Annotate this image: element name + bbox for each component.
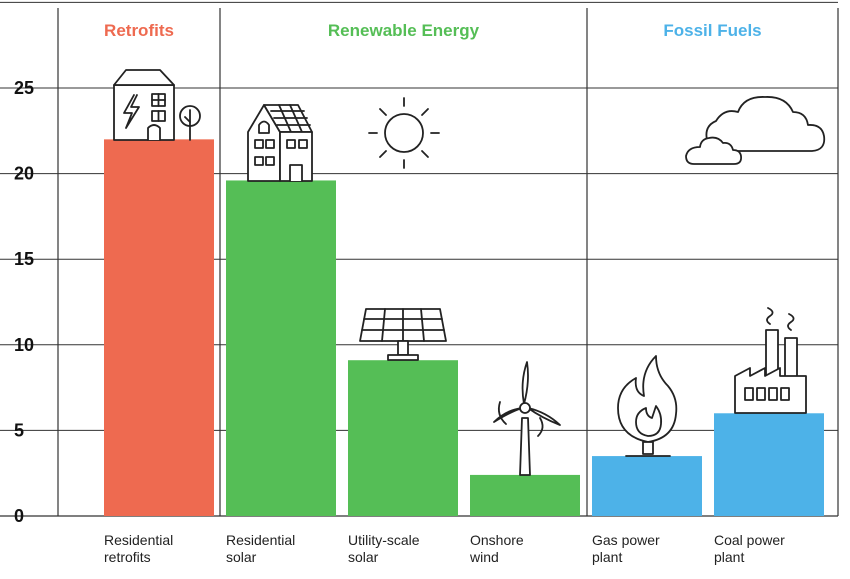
y-tick-label: 25 bbox=[14, 78, 34, 98]
bar bbox=[714, 413, 824, 516]
bar bbox=[592, 456, 702, 516]
x-tick-label: Coal power plant bbox=[714, 532, 785, 565]
y-axis-ticks: 0 5 10 15 20 25 bbox=[14, 78, 34, 526]
x-tick-label: Utility-scale solar bbox=[348, 532, 420, 565]
house-lightning-icon bbox=[113, 69, 201, 141]
group-labels: Retrofits Renewable Energy Fossil Fuels bbox=[104, 21, 762, 40]
sun-icon bbox=[368, 97, 440, 169]
bar bbox=[226, 180, 336, 516]
y-tick-label: 20 bbox=[14, 164, 34, 184]
bar bbox=[104, 139, 214, 517]
bars bbox=[104, 139, 824, 517]
factory-icon bbox=[734, 307, 807, 414]
x-tick-label: Gas power plant bbox=[592, 532, 660, 565]
y-tick-label: 5 bbox=[14, 420, 24, 440]
x-axis-labels: Residential retrofits Residential solar Util… bbox=[104, 532, 785, 565]
x-tick-label: Residential retrofits bbox=[104, 532, 173, 565]
wind-turbine-icon bbox=[493, 361, 561, 476]
x-tick-label: Onshore wind bbox=[469, 532, 524, 565]
cloud-icon bbox=[685, 96, 826, 165]
solar-house-icon bbox=[247, 104, 313, 182]
group-label: Fossil Fuels bbox=[663, 21, 761, 40]
y-tick-label: 15 bbox=[14, 249, 34, 269]
bar bbox=[470, 474, 580, 516]
y-tick-label: 0 bbox=[14, 506, 24, 526]
y-tick-label: 10 bbox=[14, 335, 34, 355]
group-label: Retrofits bbox=[104, 21, 174, 40]
gas-flame-icon bbox=[617, 355, 678, 457]
icons bbox=[113, 69, 826, 476]
solar-panel-icon bbox=[359, 308, 447, 361]
bar bbox=[348, 360, 458, 516]
group-label: Renewable Energy bbox=[328, 21, 480, 40]
x-tick-label: Residential solar bbox=[226, 532, 295, 565]
